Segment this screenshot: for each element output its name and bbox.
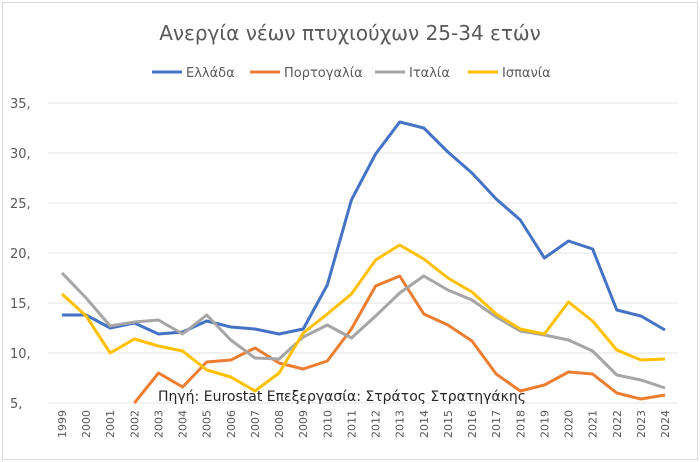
x-tick-label: 2006 bbox=[225, 410, 238, 438]
legend-label: Ιταλία bbox=[409, 66, 450, 81]
legend-label: Ελλάδα bbox=[186, 66, 235, 81]
x-tick-label: 2005 bbox=[201, 410, 214, 438]
x-tick-label: 2012 bbox=[370, 410, 383, 438]
y-tick-label: 5, bbox=[10, 397, 22, 412]
y-tick-label: 30, bbox=[10, 147, 31, 162]
y-tick-label: 20, bbox=[10, 247, 31, 262]
x-tick-label: 1999 bbox=[56, 410, 69, 438]
series-line-Ελλάδα bbox=[62, 120, 666, 336]
x-tick-label: 2003 bbox=[152, 410, 165, 438]
series-line-Πορτογαλία bbox=[133, 274, 666, 404]
x-tick-label: 2017 bbox=[490, 410, 503, 438]
x-axis-ticks: 1999 2000 2001 2002 2003 2004 2005 2006 2007 2008… bbox=[56, 410, 672, 438]
series-line-Ιταλία bbox=[60, 271, 666, 390]
gridlines bbox=[48, 102, 678, 404]
legend-label: Πορτογαλία bbox=[284, 66, 363, 81]
x-tick-label: 2024 bbox=[659, 410, 672, 438]
x-tick-label: 2023 bbox=[635, 410, 648, 438]
x-tick-label: 2010 bbox=[321, 410, 334, 438]
y-tick-label: 15, bbox=[10, 297, 31, 312]
x-tick-label: 2018 bbox=[514, 410, 527, 438]
x-tick-label: 2022 bbox=[611, 410, 624, 438]
x-tick-label: 2011 bbox=[345, 410, 358, 438]
x-tick-label: 2020 bbox=[563, 410, 576, 438]
x-tick-label: 2004 bbox=[177, 410, 190, 438]
x-tick-label: 2002 bbox=[128, 410, 141, 438]
x-tick-label: 2009 bbox=[297, 410, 310, 438]
source-annotation: Πηγή: Eurostat Επεξεργασία: Στράτος Στρα… bbox=[158, 389, 526, 405]
x-tick-label: 2008 bbox=[273, 410, 286, 438]
x-tick-label: 2007 bbox=[249, 410, 262, 438]
y-tick-label: 10, bbox=[10, 347, 31, 362]
y-axis-ticks: 5, 10, 15, 20, 25, 30, 35, bbox=[10, 97, 31, 412]
x-tick-label: 2021 bbox=[587, 410, 600, 438]
x-tick-label: 2000 bbox=[80, 410, 93, 438]
series-lines bbox=[60, 120, 666, 404]
x-tick-label: 2013 bbox=[394, 410, 407, 438]
x-tick-label: 2014 bbox=[418, 410, 431, 438]
y-tick-label: 35, bbox=[10, 97, 31, 112]
x-tick-label: 2001 bbox=[104, 410, 117, 438]
series-line-Ισπανία bbox=[60, 243, 666, 393]
legend-label: Ισπανία bbox=[502, 66, 551, 81]
y-tick-label: 25, bbox=[10, 197, 31, 212]
chart-title: Ανεργία νέων πτυχιούχων 25-34 ετών bbox=[159, 21, 541, 45]
legend: Ελλάδα Πορτογαλία Ιταλία Ισπανία bbox=[152, 66, 551, 81]
x-tick-label: 2016 bbox=[466, 410, 479, 438]
x-tick-label: 2019 bbox=[538, 410, 551, 438]
x-tick-label: 2015 bbox=[442, 410, 455, 438]
